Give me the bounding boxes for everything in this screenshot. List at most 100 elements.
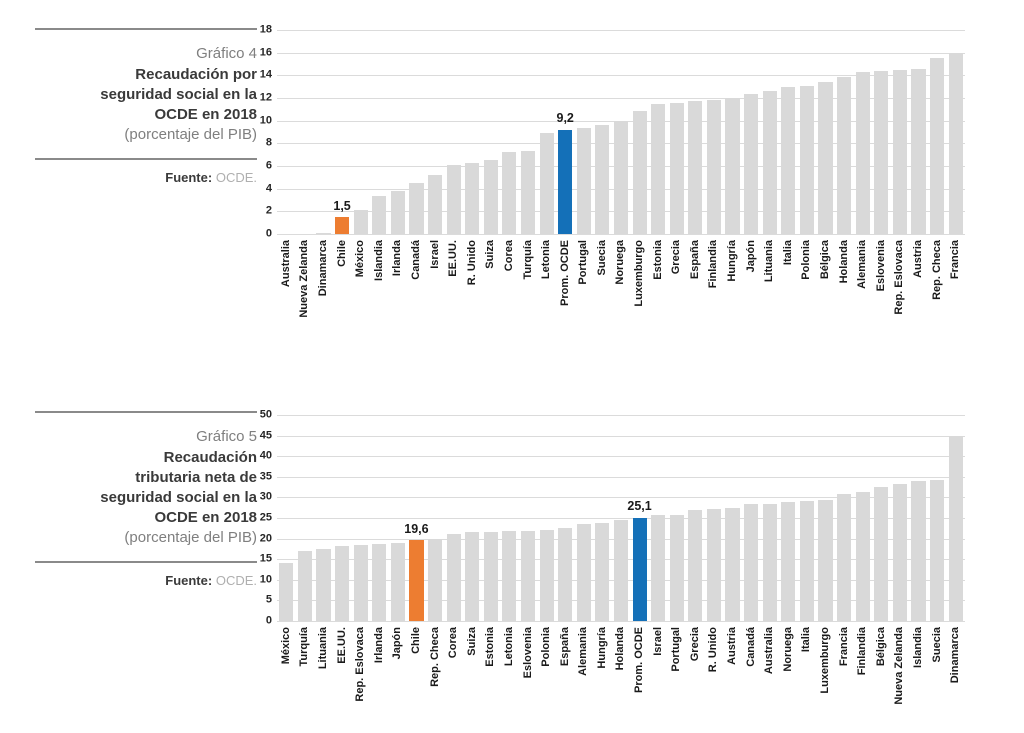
x-tick-label: Austria — [726, 627, 739, 665]
x-tick: Noruega — [779, 627, 798, 727]
bar-cell — [667, 415, 686, 621]
bar-Francia — [948, 52, 963, 234]
y-tick-label: 45 — [259, 429, 272, 442]
y-tick-label: 14 — [259, 68, 272, 81]
x-tick-label: España — [558, 627, 571, 667]
bar-Alemania — [855, 71, 870, 234]
x-tick-label: España — [688, 240, 701, 280]
bar-cell — [835, 30, 854, 234]
bar-cell — [872, 30, 891, 234]
bar-Australia — [762, 503, 777, 621]
bar-cell — [686, 30, 705, 234]
x-tick-label: Estonia — [651, 240, 664, 280]
x-tick: Irlanda — [389, 240, 408, 340]
x-tick: Corea — [500, 240, 519, 340]
bar-cell — [891, 30, 910, 234]
bar-Letonia — [502, 531, 517, 621]
bar-Bélgica — [874, 487, 889, 621]
x-tick-label: R. Unido — [465, 240, 478, 286]
x-tick-label: Francia — [837, 627, 850, 667]
bar-cell — [407, 30, 426, 234]
bar-cell — [686, 415, 705, 621]
x-tick-label: Rep. Checa — [428, 627, 441, 687]
x-tick-label: Hungría — [595, 627, 608, 669]
x-tick: Islandia — [909, 627, 928, 727]
caption-top-divider — [35, 411, 257, 413]
bar-cell — [872, 415, 891, 621]
bar-Noruega — [613, 120, 629, 234]
bar-Prom. OCDE — [558, 129, 573, 234]
x-tick: Finlandia — [853, 627, 872, 727]
y-tick-label: 5 — [265, 593, 272, 606]
bar-cell — [630, 30, 649, 234]
x-tick-label: Prom. OCDE — [633, 627, 646, 694]
bar-Rep. Eslovaca — [353, 544, 368, 621]
x-tick-label: EE.UU. — [447, 240, 460, 277]
caption-top-divider — [35, 28, 257, 30]
x-tick-label: Chile — [409, 627, 422, 654]
x-tick: Dinamarca — [314, 240, 333, 340]
x-tick-label: EE.UU. — [335, 627, 348, 664]
bar-cell — [612, 415, 631, 621]
bar-Japón — [744, 93, 759, 234]
y-tick-label: 10 — [259, 573, 272, 586]
y-tick-label: 25 — [259, 511, 272, 524]
x-tick: Luxemburgo — [816, 627, 835, 727]
y-axis: 0 5 10 15 20 25 30 35 40 45 50 — [235, 409, 272, 626]
gridline — [277, 456, 965, 458]
bar-Suiza — [483, 160, 498, 234]
x-tick: Hungría — [593, 627, 612, 727]
x-axis: Australia Nueva Zelanda Dinamarca Chile Méxi… — [277, 240, 965, 340]
bar-Israel — [651, 515, 666, 621]
bar-cell — [296, 415, 315, 621]
gridline — [277, 621, 965, 622]
bar-cell — [351, 415, 370, 621]
grafico-5-caption: Gráfico 5 Recaudación tributaria neta de… — [35, 411, 257, 589]
x-tick-label: Luxemburgo — [633, 240, 646, 307]
bar-cell — [649, 30, 668, 234]
source-value: OCDE. — [215, 170, 257, 185]
x-tick-label: Suiza — [465, 627, 478, 656]
bar-cell — [482, 30, 501, 234]
bar-cell — [853, 415, 872, 621]
gridline — [277, 435, 965, 437]
x-tick: Rep. Checa — [928, 240, 947, 340]
bar-cell — [370, 415, 389, 621]
x-tick: Rep. Eslovaca — [891, 240, 910, 340]
x-tick-label: Israel — [428, 240, 441, 269]
x-tick: Letonia — [537, 240, 556, 340]
x-tick: Lituania — [760, 240, 779, 340]
x-tick-label: Suecia — [930, 627, 943, 663]
bar-Turquía — [520, 151, 536, 234]
x-tick-label: Corea — [502, 240, 515, 272]
bar-cell — [816, 30, 835, 234]
bar-España — [688, 101, 703, 234]
x-tick: Dinamarca — [946, 627, 965, 727]
x-tick: Grecia — [667, 240, 686, 340]
bar-cell — [519, 30, 538, 234]
x-tick-label: Nueva Zelanda — [893, 627, 906, 705]
x-tick-label: Grecia — [670, 240, 683, 275]
x-tick: Hungría — [723, 240, 742, 340]
bar-cell — [705, 30, 724, 234]
bar-Finlandia — [855, 492, 870, 621]
bar-Lituania — [316, 548, 331, 621]
source-label: Fuente: — [165, 573, 213, 588]
figure-number: Gráfico 4 — [196, 45, 257, 62]
x-tick: Chile — [407, 627, 426, 727]
bar-cell — [612, 30, 631, 234]
x-tick-label: Estonia — [484, 627, 497, 667]
x-tick: Australia — [277, 240, 296, 340]
bar-Rep. Checa — [427, 539, 443, 621]
x-tick-label: Letonia — [540, 240, 553, 280]
bar-cell — [593, 415, 612, 621]
figure-title: Recaudación tributaria neta de seguridad… — [100, 449, 257, 526]
x-tick-label: Letonia — [502, 627, 515, 667]
bar-cell — [351, 30, 370, 234]
bar-Dinamarca — [316, 232, 331, 234]
y-tick-label: 40 — [259, 449, 272, 462]
source-label: Fuente: — [165, 170, 213, 185]
bar-cell — [556, 415, 575, 621]
bar-Eslovenia — [520, 530, 536, 621]
x-tick-label: Eslovenia — [521, 627, 534, 679]
